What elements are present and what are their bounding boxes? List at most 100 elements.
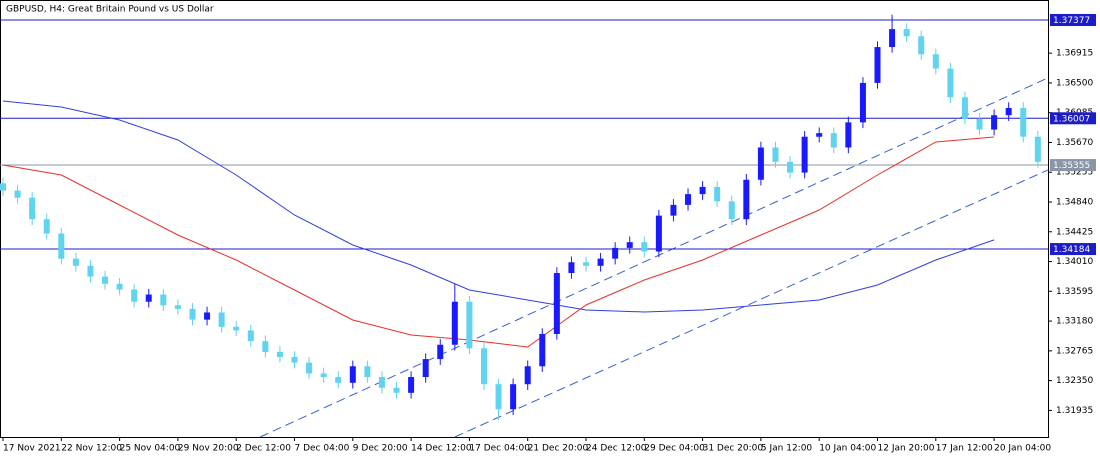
y-tick-label: 1.33595 (1056, 287, 1093, 297)
x-tick-label: 25 Nov 04:00 (120, 444, 181, 454)
candle-body (918, 36, 925, 55)
candle-body (262, 341, 269, 352)
candle-body (1005, 108, 1012, 116)
candle-body (189, 308, 196, 320)
candle-body (801, 136, 808, 173)
candle-body (1034, 136, 1041, 162)
candle-body (364, 366, 371, 378)
y-tick-label: 1.34010 (1056, 257, 1093, 267)
plot-area (0, 14, 1048, 438)
x-tick-label: 10 Jan 04:00 (819, 444, 876, 454)
x-tick-label: 29 Nov 20:00 (178, 444, 239, 454)
candle-body (1020, 108, 1027, 137)
x-tick-label: 21 Dec 20:00 (528, 444, 589, 454)
candle-body (320, 373, 327, 378)
candle-body (510, 384, 517, 410)
candle-body (145, 294, 152, 302)
candle-body (830, 133, 837, 148)
candle-body (58, 233, 65, 259)
candle-body (437, 344, 444, 360)
candle-body (349, 366, 356, 383)
candle-body (874, 47, 881, 83)
chart-title: GBPUSD, H4: Great Britain Pound vs US Do… (6, 5, 214, 15)
candle-body (160, 294, 167, 306)
candle-body (583, 262, 589, 266)
candle-body (174, 305, 181, 309)
candle-body (641, 242, 648, 252)
candle-body (685, 194, 692, 205)
x-tick-label: 5 Jan 12:00 (761, 444, 813, 454)
level-label-box (1050, 14, 1096, 27)
candle-body (947, 68, 954, 98)
candle-body (932, 54, 939, 69)
trendline (259, 77, 1048, 438)
candle-body (699, 186, 706, 195)
level-label: 1.37377 (1053, 16, 1090, 26)
candle-body (772, 147, 779, 162)
candle-body (291, 356, 298, 363)
candle-body (655, 215, 662, 252)
candle-body (116, 283, 123, 290)
candle-body (276, 351, 283, 357)
level-label: 1.36007 (1053, 114, 1090, 124)
x-tick-label: 17 Jan 12:00 (936, 444, 993, 454)
candle-body (335, 377, 342, 383)
candle-body (976, 118, 983, 130)
y-tick-label: 1.32350 (1056, 376, 1093, 386)
y-tick-label: 1.31935 (1056, 406, 1093, 416)
candle-body (728, 201, 735, 220)
candle-body (14, 190, 21, 198)
candle-body (670, 204, 677, 216)
candle-body (495, 384, 502, 410)
candle-body (72, 258, 79, 266)
candle-body (233, 326, 240, 331)
candle-body (87, 265, 94, 277)
candle-body (480, 348, 487, 385)
candle-body (743, 179, 750, 220)
x-tick-label: 12 Jan 20:00 (878, 444, 935, 454)
candle-body (306, 362, 313, 374)
candle-body (408, 377, 415, 393)
y-tick-label: 1.36915 (1056, 49, 1093, 59)
candle-body (787, 161, 794, 173)
candle-body (597, 258, 604, 266)
candle-body (131, 289, 138, 302)
y-tick-label: 1.32765 (1056, 346, 1093, 356)
y-tick-label: 1.34425 (1056, 227, 1093, 237)
candle-body (393, 387, 400, 393)
level-label-box (1050, 112, 1096, 125)
x-tick-label: 7 Dec 04:00 (295, 444, 350, 454)
candle-body (612, 247, 619, 259)
candle-body (0, 183, 6, 191)
candle-body (102, 276, 109, 284)
candle-body (568, 262, 575, 274)
candle-body (43, 219, 50, 234)
candle-body (889, 29, 896, 48)
x-tick-label: 17 Dec 04:00 (469, 444, 530, 454)
x-tick-label: 9 Dec 20:00 (353, 444, 408, 454)
candle-body (466, 301, 473, 349)
plot-frame (0, 0, 1049, 438)
moving-average (2, 136, 995, 348)
candle-body (553, 273, 560, 334)
level-label: 1.34184 (1053, 245, 1090, 255)
candle-body (626, 242, 633, 248)
x-tick-label: 22 Nov 12:00 (61, 444, 122, 454)
moving-average (2, 100, 995, 313)
x-tick-label: 2 Dec 12:00 (236, 444, 291, 454)
candle-body (961, 97, 968, 119)
level-label-box (1050, 159, 1096, 172)
candle-body (845, 122, 852, 148)
candle-body (524, 366, 531, 385)
candle-body (714, 186, 721, 202)
candle-body (204, 312, 211, 320)
candle-body (903, 29, 910, 37)
x-tick-label: 29 Dec 04:00 (644, 444, 705, 454)
candle-body (859, 82, 866, 123)
candle-body (539, 333, 546, 367)
x-tick-label: 31 Dec 20:00 (703, 444, 764, 454)
y-tick-label: 1.36500 (1056, 78, 1093, 88)
y-tick-label: 1.35255 (1056, 168, 1093, 178)
candle-body (451, 301, 458, 345)
